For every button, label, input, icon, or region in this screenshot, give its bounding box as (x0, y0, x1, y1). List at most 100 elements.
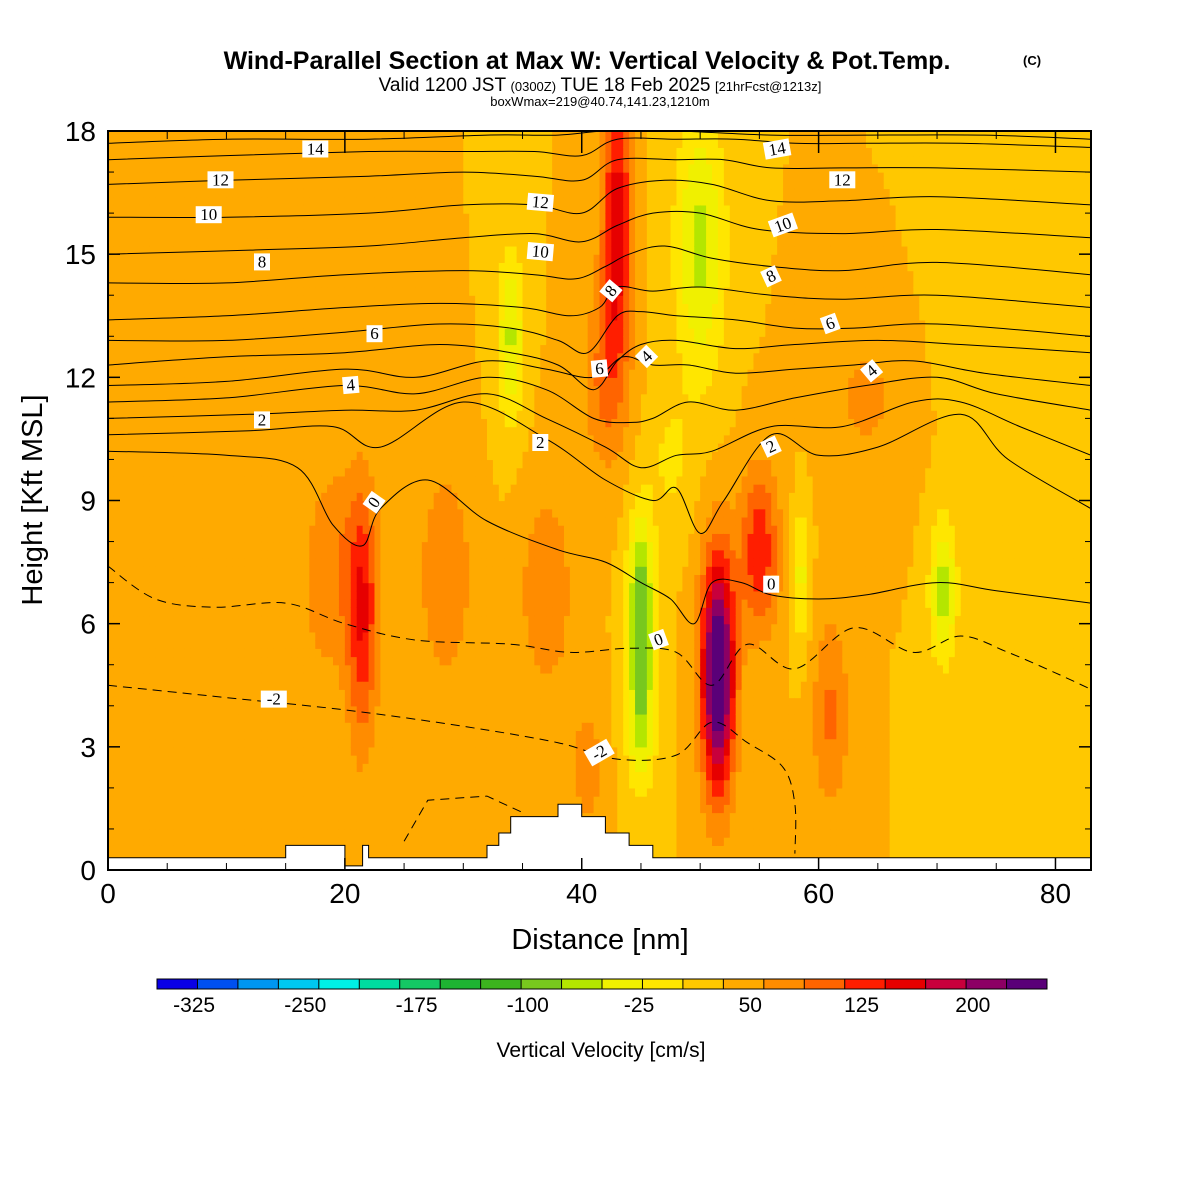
w-cell (179, 738, 186, 748)
w-cell (321, 500, 328, 510)
w-cell (279, 147, 287, 157)
w-cell (350, 500, 358, 510)
w-cell (368, 730, 376, 740)
w-cell (392, 574, 399, 584)
w-cell (113, 525, 121, 534)
w-cell (392, 377, 399, 387)
w-cell (415, 713, 423, 723)
w-cell (137, 204, 145, 214)
w-cell (250, 722, 257, 732)
w-cell (161, 254, 168, 263)
w-cell (297, 672, 305, 682)
w-cell (386, 377, 393, 387)
w-cell (267, 566, 275, 575)
w-cell (410, 254, 417, 263)
w-cell (113, 771, 121, 781)
w-cell (303, 787, 310, 797)
w-cell (196, 270, 204, 280)
w-cell (244, 336, 251, 346)
w-cell (386, 410, 393, 419)
w-cell (137, 812, 145, 822)
w-cell (333, 155, 340, 165)
w-cell (404, 459, 411, 469)
w-cell (321, 278, 328, 288)
w-cell (291, 755, 299, 764)
w-cell (374, 467, 381, 477)
w-cell (108, 541, 115, 551)
w-cell (392, 779, 399, 789)
w-cell (356, 664, 364, 674)
w-cell (238, 681, 245, 690)
w-cell (214, 648, 222, 658)
w-cell (338, 295, 346, 305)
w-cell (380, 607, 387, 617)
w-cell (421, 270, 429, 280)
w-cell (315, 270, 322, 280)
w-cell (131, 139, 139, 149)
w-cell (113, 196, 121, 206)
w-cell (392, 237, 399, 247)
w-cell (119, 451, 127, 461)
w-cell (344, 787, 352, 797)
w-cell (321, 705, 328, 715)
w-cell (167, 426, 174, 436)
w-cell (131, 163, 139, 173)
w-cell (368, 607, 376, 617)
w-cell (220, 796, 228, 805)
w-cell (315, 837, 322, 846)
w-cell (404, 467, 411, 477)
w-cell (196, 500, 204, 510)
w-cell (143, 188, 151, 198)
w-cell (338, 360, 346, 370)
w-cell (244, 204, 251, 214)
w-cell (167, 196, 174, 206)
w-cell (238, 557, 245, 567)
w-cell (410, 525, 417, 534)
w-cell (149, 566, 156, 575)
w-cell (368, 812, 376, 822)
w-cell (250, 328, 257, 337)
w-cell (315, 631, 322, 641)
w-cell (404, 746, 411, 756)
w-cell (113, 434, 121, 444)
w-cell (386, 796, 393, 805)
w-cell (315, 336, 322, 346)
w-cell (309, 590, 316, 600)
w-cell (392, 311, 399, 321)
w-cell (321, 640, 328, 649)
w-cell (333, 705, 340, 715)
w-cell (327, 434, 334, 444)
w-cell (161, 812, 168, 822)
w-cell (338, 213, 346, 222)
w-cell (108, 467, 115, 477)
w-cell (184, 828, 192, 838)
w-cell (196, 820, 204, 830)
w-cell (404, 385, 411, 395)
w-cell (392, 139, 399, 149)
w-cell (279, 771, 287, 781)
w-cell (321, 475, 328, 485)
w-cell (179, 804, 186, 814)
w-cell (220, 147, 228, 157)
w-cell (285, 631, 293, 641)
w-cell (333, 681, 340, 690)
w-cell (356, 295, 364, 305)
w-cell (131, 615, 139, 625)
w-cell (297, 787, 305, 797)
w-cell (190, 796, 198, 805)
w-cell (261, 508, 269, 518)
w-cell (161, 180, 168, 190)
w-cell (137, 615, 145, 625)
w-cell (279, 672, 287, 682)
w-cell (108, 722, 115, 732)
w-cell (338, 426, 346, 436)
w-cell (279, 820, 287, 830)
w-cell (415, 845, 423, 855)
w-cell (155, 369, 162, 378)
w-cell (119, 557, 127, 567)
w-cell (273, 566, 281, 575)
w-cell (386, 837, 393, 846)
w-cell (380, 172, 387, 181)
w-cell (232, 500, 239, 510)
w-cell (297, 804, 305, 814)
